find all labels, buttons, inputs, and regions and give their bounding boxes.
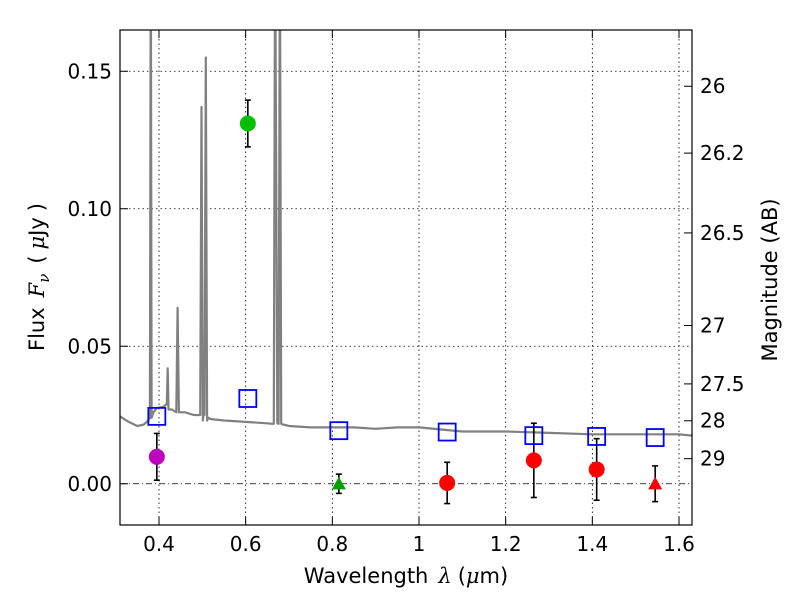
observed-point [239,115,256,132]
x-axis-label: Wavelength λ (μm) [304,564,508,588]
y2-axis-label: Magnitude (AB) [758,198,782,361]
observed-point [525,452,542,469]
model-point [238,389,258,408]
observed-point [588,461,605,478]
y-tick-label: 0.00 [67,472,112,496]
y-axis-label: FluxFν(μJy) [25,203,53,351]
model-point [329,421,349,441]
x-tick-label: 1.6 [663,532,695,556]
model-point [645,428,665,447]
model-point [437,422,457,442]
grid-lines [120,30,692,525]
y-tick-label: 0.15 [67,59,112,83]
x-tick-label: 1 [413,532,426,556]
y-tick-label: 0.10 [67,197,112,221]
x-tick-label: 0.4 [143,532,175,556]
x-tick-label: 1.4 [576,532,608,556]
y2-tick-label: 29 [700,447,725,471]
observed-point [439,474,456,491]
x-tick-label: 0.8 [316,532,348,556]
x-tick-label: 1.2 [490,532,522,556]
plot-frame [119,29,693,526]
y2-tick-label: 28 [700,409,725,433]
observed-point [148,448,165,465]
y-tick-label: 0.05 [67,334,112,358]
spectrum-line [120,30,692,437]
model-point [147,406,167,426]
x-tick-label: 0.6 [230,532,262,556]
model-point [524,426,544,446]
model-point [587,427,607,446]
upper-limit-point [331,476,346,490]
y2-tick-label: 27.5 [700,372,745,396]
y2-tick-label: 27 [700,313,725,337]
y2-tick-label: 26 [700,74,725,98]
y2-tick-label: 26.5 [700,221,745,245]
upper-limit-point [648,476,663,490]
y2-tick-label: 26.2 [700,141,745,165]
